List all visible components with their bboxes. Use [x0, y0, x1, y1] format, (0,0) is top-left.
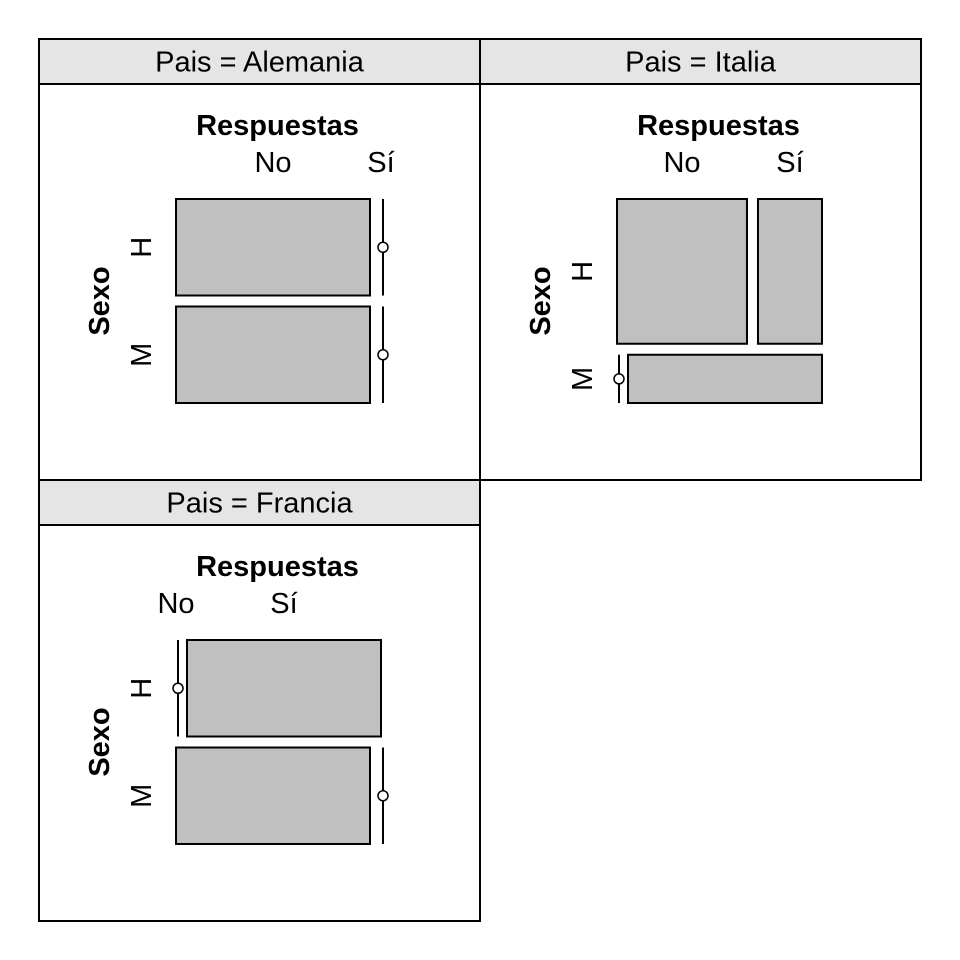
zero-cell-marker: [172, 682, 184, 694]
mosaic-cell: [186, 639, 382, 738]
mosaic-cell: [627, 353, 823, 404]
strip: [38, 479, 481, 526]
row-level-label: M: [126, 784, 158, 808]
zero-cell-marker: [377, 790, 389, 802]
row-level-label: H: [126, 678, 158, 699]
strip-label: Pais = Italia: [625, 47, 777, 79]
mosaic-cell: [175, 198, 371, 297]
strip: [479, 38, 922, 85]
row-level-label: M: [567, 367, 599, 391]
strip-label: Pais = Francia: [166, 488, 353, 520]
column-level-label: Sí: [776, 147, 803, 179]
row-variable-title: Sexo: [84, 266, 116, 335]
column-level-label: No: [254, 147, 291, 179]
column-variable-title: Respuestas: [196, 551, 359, 583]
column-level-label: No: [157, 588, 194, 620]
row-variable-title: Sexo: [84, 707, 116, 776]
column-variable-title: Respuestas: [637, 110, 800, 142]
column-level-label: Sí: [270, 588, 297, 620]
mosaic-cell: [616, 198, 748, 345]
mosaic-cell: [756, 198, 823, 345]
zero-cell-marker: [377, 349, 389, 361]
column-level-label: Sí: [367, 147, 394, 179]
strip: [38, 38, 481, 85]
panel-1: Pais = Italia Respuestas No Sí H M Sexo: [479, 38, 922, 481]
zero-cell-marker: [613, 373, 625, 385]
row-level-label: H: [567, 261, 599, 282]
row-level-label: M: [126, 343, 158, 367]
mosaic-cell: [175, 746, 371, 845]
strip-label: Pais = Alemania: [155, 47, 365, 79]
panel-0: Pais = Alemania Respuestas No Sí H M Sexo: [38, 38, 481, 481]
zero-cell-marker: [377, 241, 389, 253]
mosaic-cell: [175, 305, 371, 404]
row-variable-title: Sexo: [525, 266, 557, 335]
column-variable-title: Respuestas: [196, 110, 359, 142]
row-level-label: H: [126, 237, 158, 258]
column-level-label: No: [663, 147, 700, 179]
